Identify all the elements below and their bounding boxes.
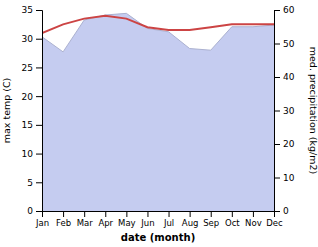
tick-mark xyxy=(274,10,280,11)
tick-label: 20 xyxy=(283,139,295,149)
tick-label: Nov xyxy=(245,218,262,228)
tick: 30 xyxy=(22,34,42,44)
tick: Oct xyxy=(225,211,240,228)
area xyxy=(42,13,274,211)
tick-mark xyxy=(232,211,233,217)
marks xyxy=(42,13,274,211)
tick-mark xyxy=(274,144,280,145)
axis-line xyxy=(43,212,275,218)
tick-label: May xyxy=(118,218,136,228)
tick: 10 xyxy=(22,149,42,159)
tick-mark xyxy=(36,125,42,126)
tick: 0 xyxy=(27,206,42,216)
tick-mark xyxy=(274,77,280,78)
tick: 25 xyxy=(22,63,42,73)
tick-mark xyxy=(274,44,280,45)
tick: 50 xyxy=(274,39,295,49)
tick: May xyxy=(118,211,136,228)
tick: Nov xyxy=(245,211,262,228)
line xyxy=(42,16,274,33)
tick-mark xyxy=(105,211,106,217)
tick-mark xyxy=(36,67,42,68)
tick-mark xyxy=(36,96,42,97)
chart: JanFebMarAprMayJunJulAugSepOctNovDec0510… xyxy=(0,0,318,247)
tick: Jul xyxy=(163,211,174,228)
tick-mark xyxy=(274,111,280,112)
tick-label: Feb xyxy=(56,218,71,228)
tick-mark xyxy=(36,10,42,11)
tick: Sep xyxy=(203,211,219,228)
tick-mark xyxy=(169,211,170,217)
tick: 20 xyxy=(22,92,42,102)
tick-label: Dec xyxy=(266,218,283,228)
tick-mark xyxy=(84,211,85,217)
tick-label: 15 xyxy=(22,120,33,130)
tick-label: 25 xyxy=(22,63,33,73)
tick-mark xyxy=(36,182,42,183)
tick-mark xyxy=(63,211,64,217)
tick-label: Jan xyxy=(35,218,49,228)
tick: 20 xyxy=(274,139,295,149)
tick: Jun xyxy=(140,211,154,228)
area-edge xyxy=(42,13,274,52)
tick: Jan xyxy=(35,211,49,228)
tick-mark xyxy=(36,154,42,155)
tick-label: Aug xyxy=(182,218,199,228)
tick-label: 50 xyxy=(283,39,295,49)
tick: 15 xyxy=(22,120,42,130)
tick-label: 0 xyxy=(27,206,33,216)
tick: Apr xyxy=(98,211,113,228)
tick-label: Apr xyxy=(98,218,113,228)
tick: Dec xyxy=(266,211,283,228)
tick-mark xyxy=(126,211,127,217)
tick: Aug xyxy=(182,211,199,228)
tick-mark xyxy=(211,211,212,217)
axis-line xyxy=(36,11,43,212)
x-axis-title: date (month) xyxy=(121,232,195,243)
tick-label: 0 xyxy=(283,206,289,216)
tick: 40 xyxy=(274,72,295,82)
tick-label: 30 xyxy=(22,34,34,44)
tick: 10 xyxy=(274,173,295,183)
tick: 60 xyxy=(274,5,295,15)
tick-label: 20 xyxy=(22,92,34,102)
tick-mark xyxy=(190,211,191,217)
plot: JanFebMarAprMayJunJulAugSepOctNovDec0510… xyxy=(22,5,295,228)
y-axis-title: max temp (C) xyxy=(1,78,12,144)
tick-label: 40 xyxy=(283,72,295,82)
tick-mark xyxy=(274,211,280,212)
tick-mark xyxy=(147,211,148,217)
tick-label: 60 xyxy=(283,5,295,15)
tick: 5 xyxy=(27,178,42,188)
tick: Feb xyxy=(56,211,71,228)
tick-mark xyxy=(274,178,280,179)
tick-mark xyxy=(253,211,254,217)
y-axis: 0 5 10 15 20 25 30 35 xyxy=(22,5,43,216)
tick-mark xyxy=(36,211,42,212)
tick: 35 xyxy=(22,5,42,15)
y2-axis-title: med. precipitation (kg/m2) xyxy=(308,47,318,174)
tick-label: Oct xyxy=(225,218,240,228)
tick: Mar xyxy=(77,211,94,228)
tick-label: Mar xyxy=(77,218,94,228)
y2-axis: 0 10 20 30 40 50 60 xyxy=(274,5,295,216)
tick-label: Sep xyxy=(203,218,219,228)
tick-label: 10 xyxy=(22,149,34,159)
tick-label: Jun xyxy=(140,218,154,228)
tick-label: 10 xyxy=(283,173,295,183)
tick: 30 xyxy=(274,106,295,116)
tick: 0 xyxy=(274,206,289,216)
x-axis: Jan Feb Mar Apr May Jun Jul Aug Sep Oct Nov Dec xyxy=(35,211,283,228)
tick-label: 5 xyxy=(27,178,33,188)
tick-mark xyxy=(36,39,42,40)
tick-label: 30 xyxy=(283,106,295,116)
tick-label: Jul xyxy=(163,218,174,228)
axis-line xyxy=(275,11,281,212)
tick-label: 35 xyxy=(22,5,33,15)
